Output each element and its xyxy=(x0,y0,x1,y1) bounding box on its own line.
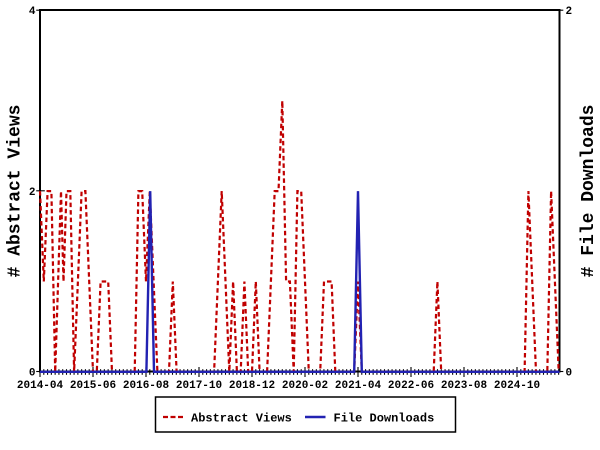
svg-text:2: 2 xyxy=(29,187,36,199)
svg-text:2015-06: 2015-06 xyxy=(70,380,116,392)
svg-text:2016-08: 2016-08 xyxy=(123,380,170,392)
svg-text:Abstract Views: Abstract Views xyxy=(191,412,292,426)
svg-text:2022-06: 2022-06 xyxy=(388,380,434,392)
svg-text:# File Downloads: # File Downloads xyxy=(579,105,599,278)
svg-text:2024-10: 2024-10 xyxy=(494,380,540,392)
svg-text:2: 2 xyxy=(566,6,573,18)
svg-text:2014-04: 2014-04 xyxy=(17,380,64,392)
svg-text:0: 0 xyxy=(566,368,573,380)
svg-text:0: 0 xyxy=(29,368,36,380)
svg-text:2021-04: 2021-04 xyxy=(335,380,382,392)
svg-text:2018-12: 2018-12 xyxy=(229,380,275,392)
svg-text:2023-08: 2023-08 xyxy=(441,380,488,392)
svg-text:# Abstract Views: # Abstract Views xyxy=(6,105,26,278)
svg-text:File Downloads: File Downloads xyxy=(334,412,435,426)
svg-text:2017-10: 2017-10 xyxy=(176,380,222,392)
svg-text:2020-02: 2020-02 xyxy=(282,380,328,392)
svg-text:4: 4 xyxy=(29,6,36,18)
